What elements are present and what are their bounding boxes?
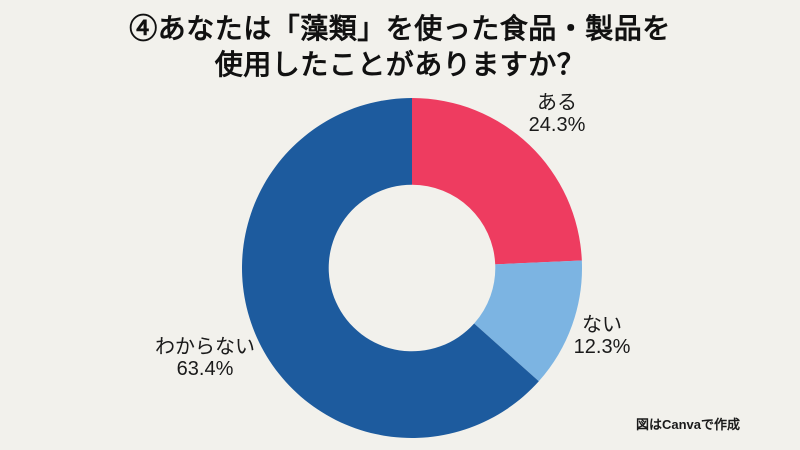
slice-label-nai: ない 12.3% [544, 314, 660, 359]
slice-percent: 24.3% [528, 114, 586, 137]
slice-name: ない [582, 314, 622, 336]
chart-title-line2: 使用したことがありますか？ [214, 49, 586, 81]
slice-label-wakaranai: わからない 63.4% [125, 336, 285, 381]
chart-title: ④あなたは「藻類」を使った食品・製品を 使用したことがありますか？ [0, 11, 800, 84]
slice-name: わからない [155, 336, 255, 358]
attribution-credit: 図はCanvaで作成 [635, 417, 740, 432]
donut-slice-1 [474, 260, 583, 382]
slice-percent: 12.3% [573, 336, 631, 359]
slice-name: ある [537, 92, 577, 114]
donut-slice-2 [241, 98, 539, 438]
slice-percent: 63.4% [176, 358, 234, 381]
chart-title-line1: ④あなたは「藻類」を使った食品・製品を [129, 13, 671, 44]
slice-label-aru: ある 24.3% [499, 92, 615, 137]
donut-slice-0 [412, 98, 582, 265]
